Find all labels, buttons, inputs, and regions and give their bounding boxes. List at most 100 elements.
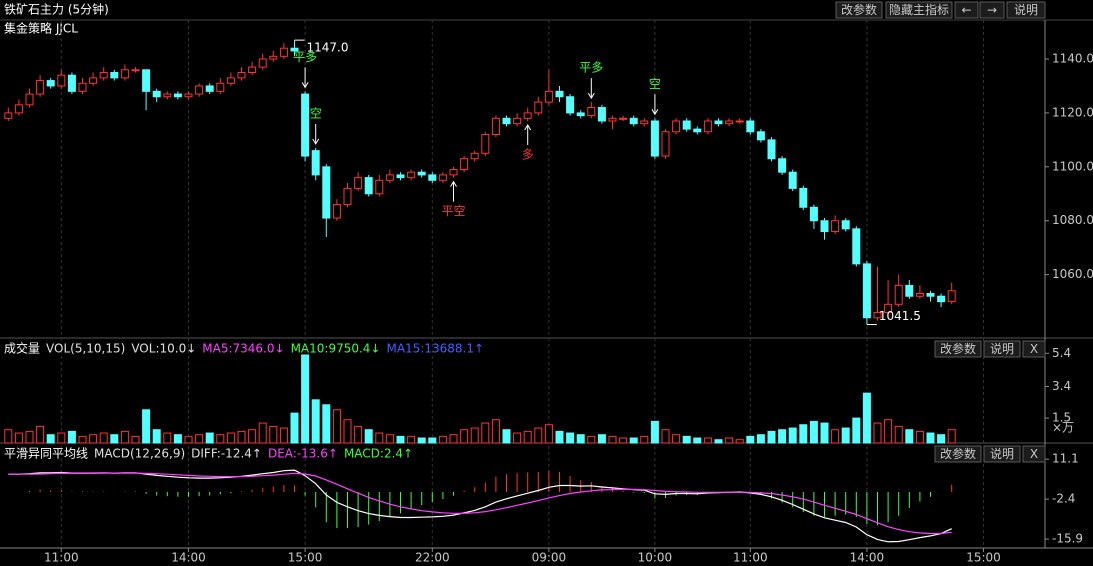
volume-bar xyxy=(322,404,331,444)
volume-bar xyxy=(788,427,797,444)
volume-bar xyxy=(513,432,522,444)
candle-body xyxy=(587,107,596,117)
volume-bar xyxy=(99,432,108,444)
annotation-label: 1041.5 xyxy=(879,309,921,323)
unit-label: ×万 xyxy=(1052,421,1074,435)
x-tick-label: 14:00 xyxy=(171,551,206,565)
candle-body xyxy=(597,107,606,122)
candle-body xyxy=(756,131,765,141)
candle-body xyxy=(417,171,426,176)
button-label[interactable]: X xyxy=(1030,447,1038,461)
volume-bar xyxy=(110,434,119,444)
chart-title: 铁矿石主力 (5分钟) xyxy=(4,2,109,17)
button[interactable] xyxy=(1006,1,1046,19)
candle-body xyxy=(470,152,479,160)
volume-bar xyxy=(417,437,426,444)
candle-body xyxy=(14,104,23,114)
volume-bar xyxy=(926,432,935,444)
candle-body xyxy=(205,85,214,92)
candle-body xyxy=(523,112,532,119)
button[interactable] xyxy=(934,445,982,463)
button-label[interactable]: X xyxy=(1030,342,1038,356)
candle-body xyxy=(396,174,405,179)
button[interactable] xyxy=(934,340,982,358)
candle-body xyxy=(725,120,734,125)
volume-bar xyxy=(375,432,384,444)
candle-body xyxy=(343,187,352,206)
candle-body xyxy=(322,166,331,219)
candle-body xyxy=(99,71,108,79)
candle-body xyxy=(4,112,13,119)
button[interactable] xyxy=(1022,340,1046,358)
volume-bar xyxy=(131,435,140,444)
button-label[interactable]: 隐藏主指标 xyxy=(889,2,949,17)
candle-body xyxy=(841,220,850,230)
button-label[interactable]: 改参数 xyxy=(940,446,976,461)
volume-bar xyxy=(491,419,500,444)
candle-body xyxy=(46,80,55,87)
volume-bar xyxy=(311,399,320,444)
button-label[interactable]: 说明 xyxy=(990,341,1014,356)
volume-bar xyxy=(661,429,670,444)
candle-body xyxy=(258,58,267,68)
volume-bar xyxy=(915,430,924,444)
candle-body xyxy=(629,117,638,125)
candle-body xyxy=(120,69,129,79)
y-tick-label: 1060.0 xyxy=(1052,267,1093,281)
candle-body xyxy=(502,117,511,125)
button[interactable] xyxy=(954,1,979,19)
candle-body xyxy=(460,158,469,171)
button[interactable] xyxy=(979,1,1005,19)
candle-body xyxy=(566,96,575,114)
signal-arrow-head xyxy=(312,138,320,145)
button[interactable] xyxy=(983,340,1021,358)
x-tick-label: 14:00 xyxy=(850,551,885,565)
button-label[interactable]: → xyxy=(987,3,997,17)
signal-label: 平多 xyxy=(579,61,603,75)
candle-body xyxy=(237,71,246,79)
volume-bar xyxy=(608,435,617,444)
button[interactable] xyxy=(835,1,883,19)
volume-bar xyxy=(460,429,469,444)
candle-body xyxy=(513,117,522,125)
y-tick-label: 1.5 xyxy=(1052,411,1071,425)
candle-body xyxy=(67,74,76,92)
button-label[interactable]: 说明 xyxy=(1014,2,1038,17)
candle-body xyxy=(937,295,946,303)
volume-bar xyxy=(862,392,871,444)
volume-bar xyxy=(682,435,691,444)
x-tick-label: 22:00 xyxy=(415,551,450,565)
macd-line xyxy=(8,469,952,543)
panel-title: 成交量 xyxy=(4,341,40,356)
signal-arrow-head xyxy=(301,82,309,89)
annotation-label: 1147.0 xyxy=(307,41,349,55)
button-label[interactable]: 说明 xyxy=(990,446,1014,461)
volume-bar xyxy=(4,429,13,444)
volume-bar xyxy=(36,425,45,444)
candle-body xyxy=(332,204,341,219)
indicator-label: MACD(12,26,9) xyxy=(94,447,185,461)
volume-bar xyxy=(629,437,638,444)
candle-body xyxy=(25,93,34,106)
volume-bar xyxy=(555,430,564,444)
candle-body xyxy=(89,77,98,84)
candle-body xyxy=(364,177,373,195)
volume-bar xyxy=(152,429,161,444)
button-label[interactable]: 改参数 xyxy=(841,2,877,17)
button-label[interactable]: ← xyxy=(961,3,971,17)
volume-bar xyxy=(25,430,34,444)
candle-body xyxy=(894,284,903,305)
y-tick-label: 5.4 xyxy=(1052,346,1071,360)
volume-bar xyxy=(449,434,458,444)
button-label[interactable]: 改参数 xyxy=(940,341,976,356)
volume-bar xyxy=(57,432,66,444)
x-tick-label: 09:00 xyxy=(532,551,567,565)
volume-bar xyxy=(470,427,479,444)
volume-bar xyxy=(142,409,151,444)
candle-body xyxy=(915,293,924,297)
button[interactable] xyxy=(1022,445,1046,463)
candle-body xyxy=(926,293,935,297)
button[interactable] xyxy=(885,1,953,19)
candle-body xyxy=(354,177,363,189)
